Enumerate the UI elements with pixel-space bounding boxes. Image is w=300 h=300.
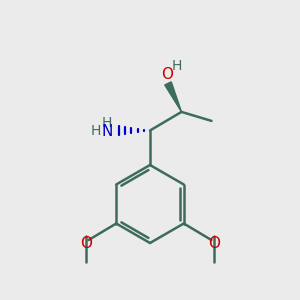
Text: O: O xyxy=(80,236,92,250)
Text: N: N xyxy=(101,124,113,139)
Text: H: H xyxy=(91,124,101,138)
Text: O: O xyxy=(161,67,173,82)
Text: H: H xyxy=(172,59,182,73)
Text: H: H xyxy=(102,116,112,130)
Polygon shape xyxy=(165,82,182,112)
Text: O: O xyxy=(208,236,220,250)
